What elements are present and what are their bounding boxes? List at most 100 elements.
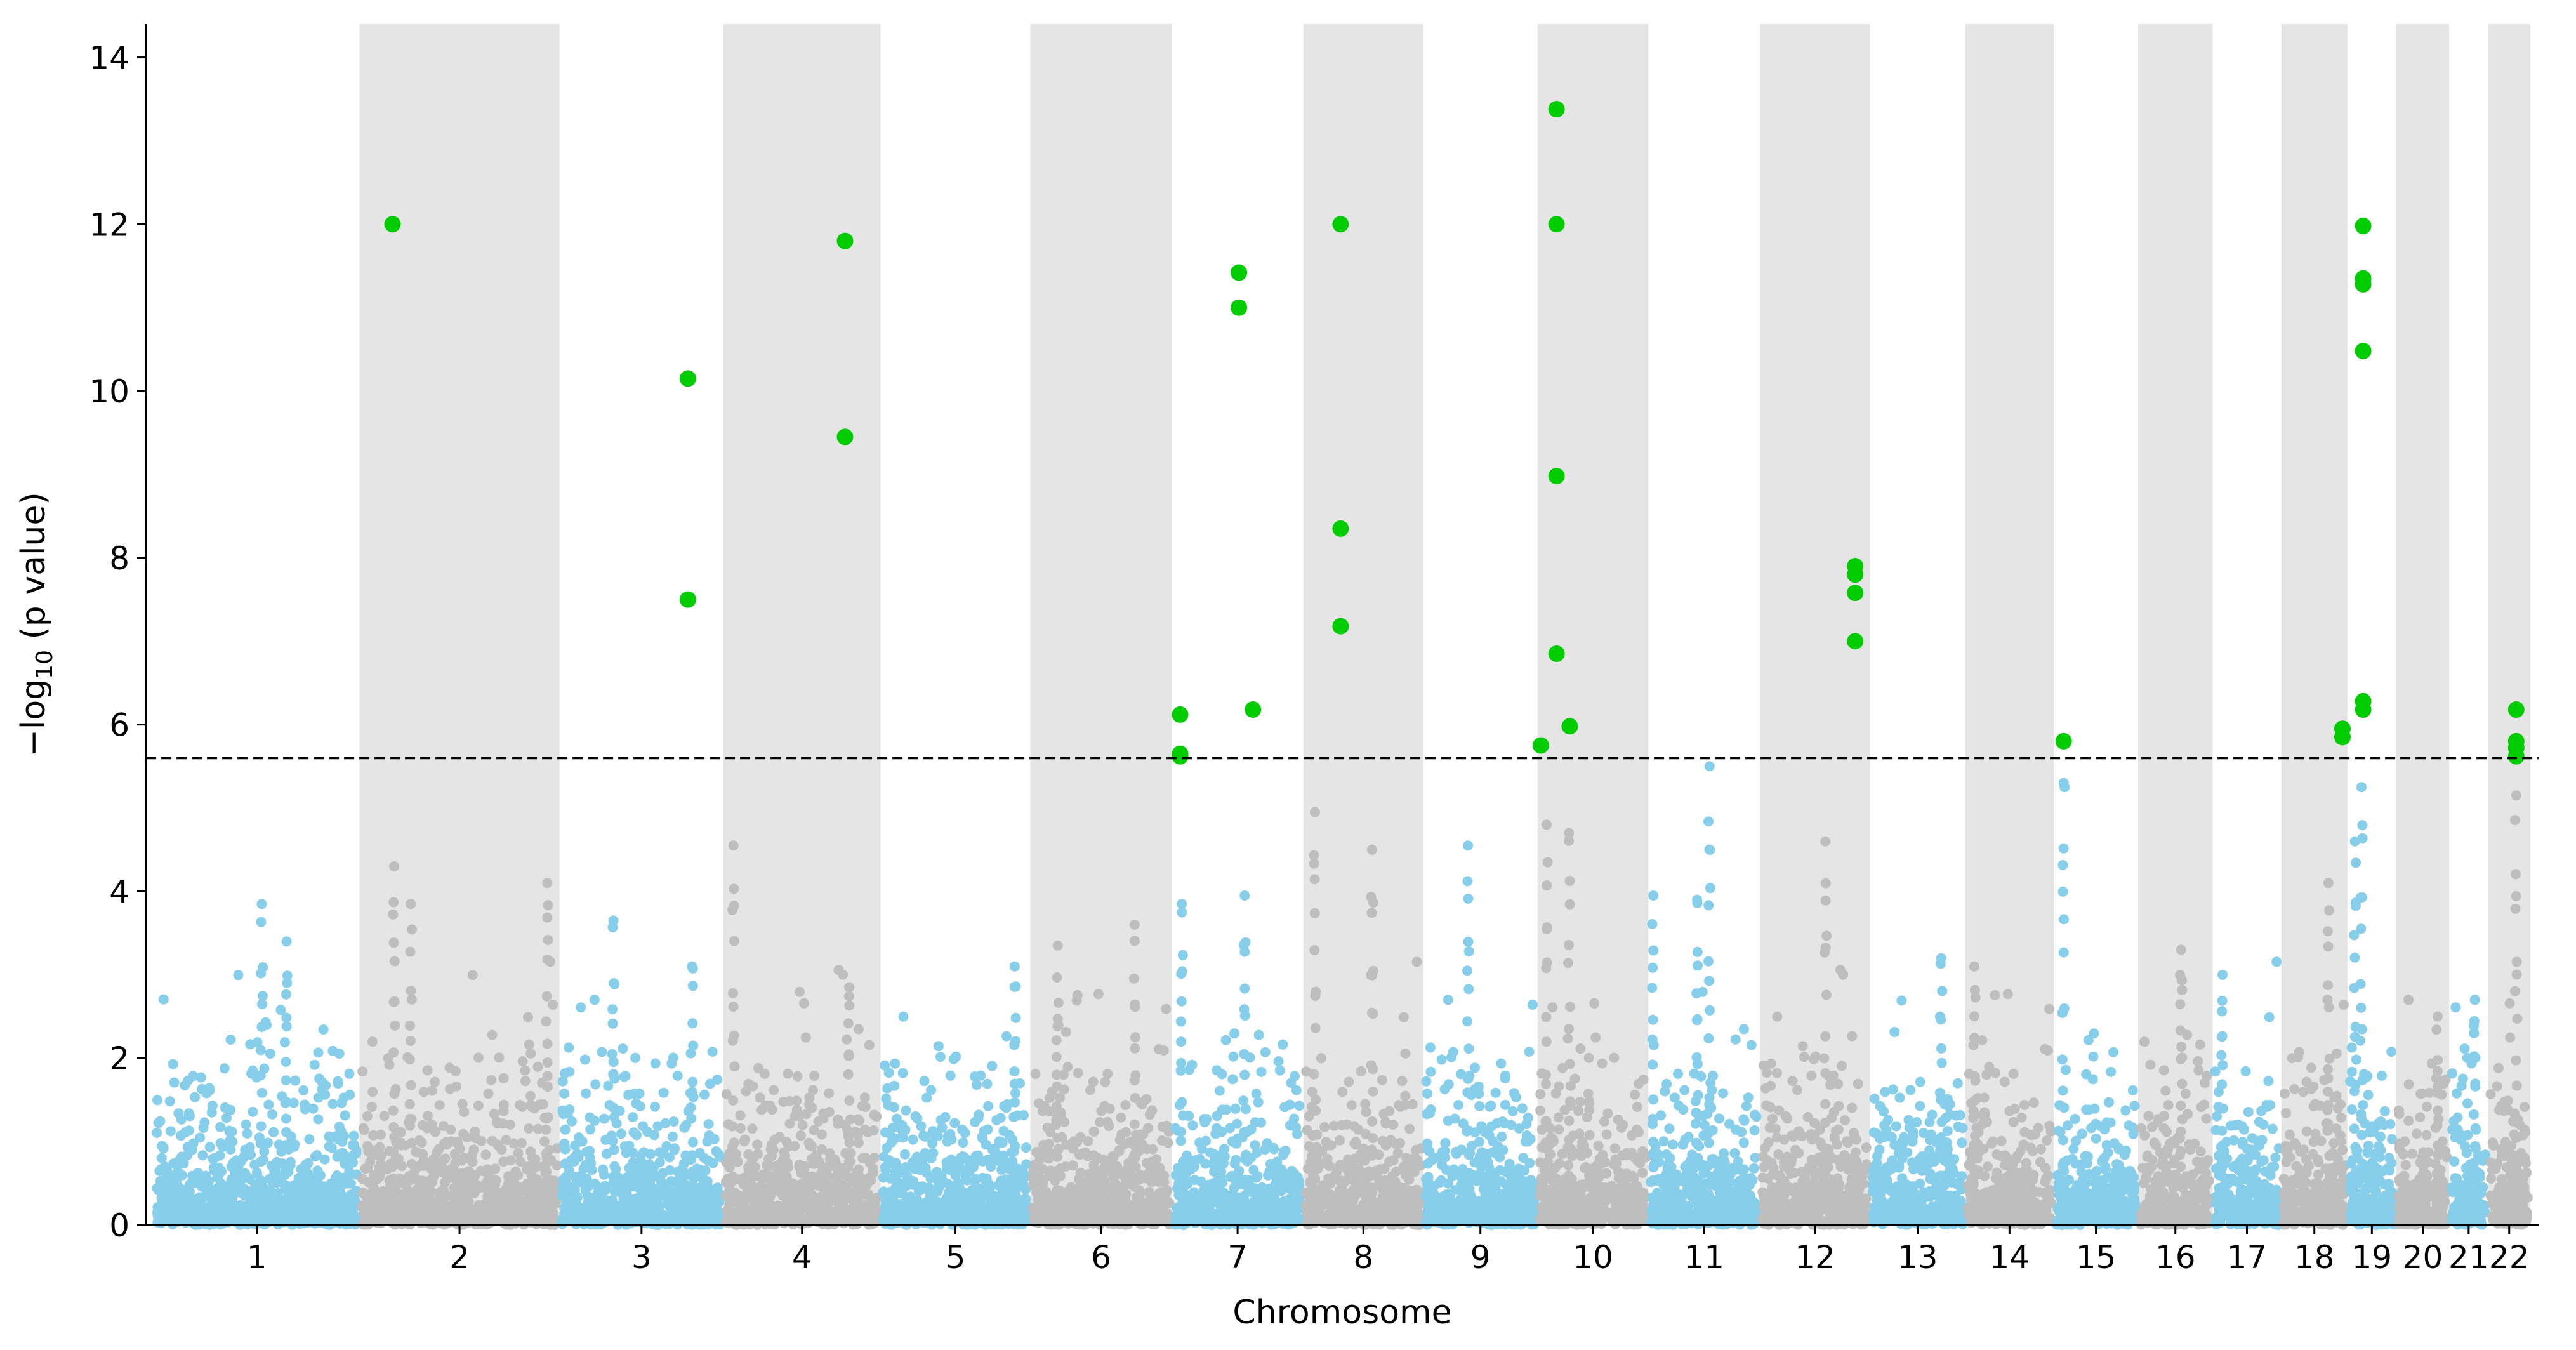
snp-point <box>762 1186 773 1196</box>
band-chr-14 <box>1965 24 2054 1225</box>
snp-point <box>1255 1204 1266 1215</box>
snp-point <box>1031 1188 1042 1198</box>
snp-point <box>739 1136 750 1147</box>
snp-point <box>1034 1172 1045 1183</box>
snp-point <box>667 1131 678 1142</box>
snp-point <box>524 1039 534 1050</box>
snp-point <box>679 1122 690 1133</box>
snp-point <box>958 1193 969 1204</box>
snp-point <box>193 1193 204 1204</box>
snp-point <box>585 1112 595 1123</box>
snp-point <box>520 1076 531 1087</box>
snp-point <box>152 1095 162 1106</box>
snp-point <box>998 1126 1009 1136</box>
snp-point <box>941 1157 952 1168</box>
snp-point <box>703 1119 714 1130</box>
snp-point <box>1220 1035 1231 1045</box>
snp-point <box>942 1136 953 1147</box>
snp-point <box>808 1154 819 1165</box>
snp-point <box>483 1089 494 1099</box>
snp-point <box>629 1089 640 1099</box>
snp-point <box>328 1217 339 1228</box>
snp-point <box>467 970 478 981</box>
snp-point <box>241 1119 251 1130</box>
snp-point <box>188 1138 199 1149</box>
snp-point <box>498 1156 509 1167</box>
snp-point <box>306 1197 316 1208</box>
snp-point <box>714 1149 724 1160</box>
snp-point <box>579 1054 590 1065</box>
snp-point <box>228 1157 239 1168</box>
snp-point <box>1120 1100 1131 1110</box>
snp-point <box>1398 1012 1409 1022</box>
snp-point <box>824 1107 835 1117</box>
snp-point <box>585 1124 596 1135</box>
snp-point <box>859 1092 870 1103</box>
snp-point <box>319 1154 330 1165</box>
snp-point <box>169 1077 180 1088</box>
snp-point <box>1251 1089 1262 1099</box>
snp-point <box>218 1208 229 1219</box>
snp-point <box>890 1134 901 1144</box>
snp-point <box>747 1123 758 1134</box>
snp-point <box>158 1142 169 1153</box>
snp-point <box>778 1180 789 1191</box>
snp-point <box>367 1036 378 1047</box>
snp-point <box>152 1209 163 1220</box>
snp-point <box>631 1098 642 1109</box>
snp-point <box>367 1087 378 1097</box>
snp-point <box>168 1059 178 1069</box>
snp-point <box>918 1130 929 1141</box>
snp-point <box>1317 1215 1328 1226</box>
snp-point <box>538 1099 548 1109</box>
snp-point <box>755 1212 766 1222</box>
snp-point <box>1102 1068 1113 1079</box>
snp-point <box>301 1102 312 1113</box>
snp-point <box>927 1138 938 1149</box>
snp-point <box>357 1174 367 1184</box>
snp-point <box>995 1197 1006 1208</box>
snp-point <box>1158 1045 1169 1056</box>
snp-point <box>344 1210 355 1221</box>
snp-point <box>670 1143 680 1154</box>
snp-point <box>901 1105 911 1116</box>
snp-point <box>833 1118 843 1129</box>
snp-point <box>1156 1201 1166 1212</box>
snp-point <box>933 1041 944 1052</box>
snp-point <box>345 1089 355 1100</box>
snp-point <box>176 1215 186 1226</box>
snp-point <box>1231 1138 1242 1149</box>
snp-point <box>190 1092 201 1102</box>
snp-point <box>806 1141 817 1151</box>
snp-point <box>981 1203 992 1214</box>
snp-point <box>948 1054 959 1064</box>
snp-point <box>327 1045 338 1056</box>
snp-point <box>1252 1171 1263 1181</box>
snp-point <box>1348 1196 1359 1206</box>
snp-point <box>330 1173 341 1184</box>
snp-point <box>333 1149 344 1160</box>
snp-point <box>324 1131 334 1142</box>
band-chr-10 <box>1537 24 1649 1225</box>
snp-point <box>209 1214 220 1225</box>
snp-point <box>833 965 844 976</box>
snp-point <box>419 1087 430 1097</box>
snp-point <box>991 1149 1002 1159</box>
snp-point <box>293 1173 304 1183</box>
snp-point <box>1231 1155 1241 1165</box>
snp-point <box>578 1163 589 1174</box>
snp-point <box>560 1068 570 1079</box>
snp-point <box>227 1136 238 1147</box>
snp-point <box>215 1138 226 1148</box>
snp-point <box>792 1071 803 1082</box>
snp-point <box>971 1080 982 1090</box>
snp-point <box>1230 1103 1241 1114</box>
snp-point <box>1409 1205 1420 1216</box>
snp-point <box>944 1199 954 1210</box>
snp-point <box>899 1149 910 1160</box>
snp-point <box>1097 1184 1107 1195</box>
snp-point <box>1212 1065 1222 1076</box>
snp-point <box>378 1190 388 1201</box>
snp-point <box>498 1073 509 1083</box>
snp-point <box>672 1070 683 1081</box>
